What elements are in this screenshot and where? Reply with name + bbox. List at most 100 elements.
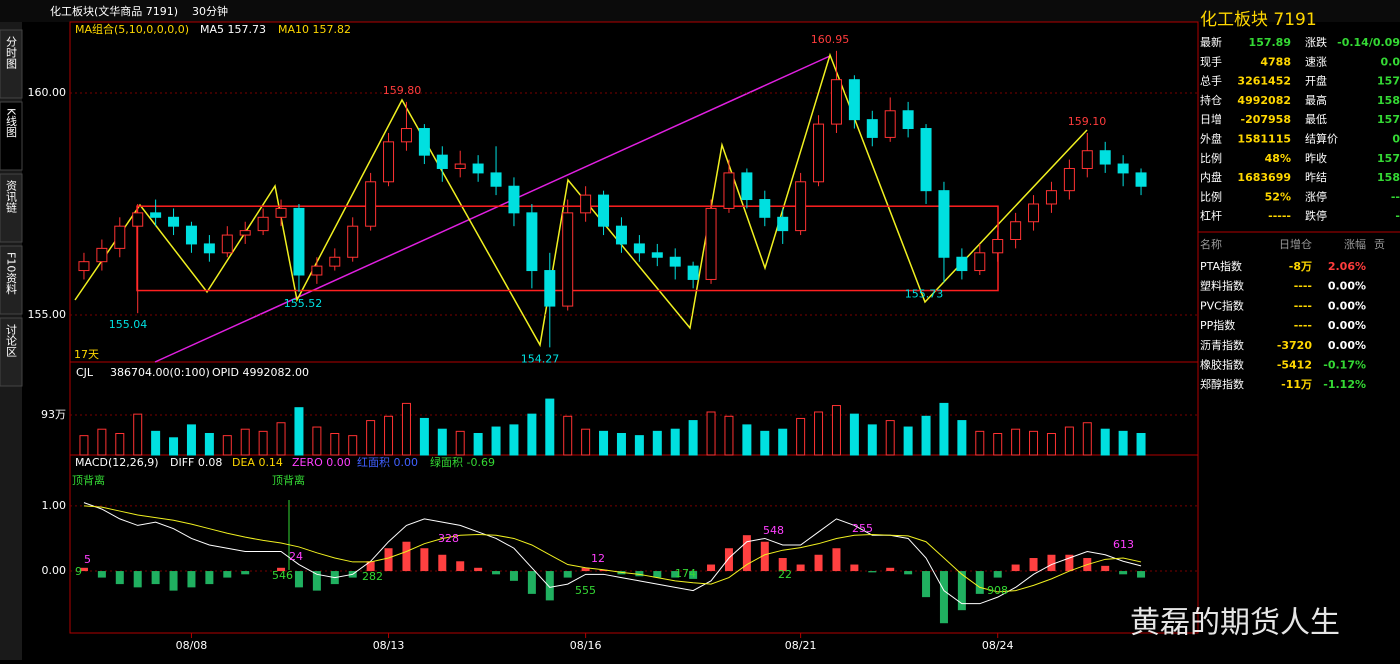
list-cell: -11万 [1281, 378, 1312, 391]
quote-value: 157.89 [1249, 36, 1291, 49]
candle-body [1011, 222, 1021, 240]
list-cell: 0.00% [1328, 299, 1366, 312]
list-header: 名称 [1200, 237, 1222, 251]
list-cell[interactable]: PTA指数 [1200, 259, 1242, 273]
volume-bar [958, 421, 966, 455]
quote-label: 涨跌 [1305, 35, 1327, 49]
extreme-label: 155.52 [284, 297, 323, 310]
list-cell[interactable]: PVC指数 [1200, 298, 1244, 312]
period[interactable]: 30分钟 [192, 4, 228, 18]
volume-bar [994, 433, 1002, 455]
macd-bar [832, 548, 840, 571]
quote-value: ----- [1268, 210, 1291, 223]
volume-bar [1065, 427, 1073, 455]
list-cell[interactable]: PP指数 [1200, 318, 1235, 332]
area-label: 255 [852, 522, 873, 535]
diff: DIFF 0.08 [170, 456, 222, 469]
chart-frame [70, 22, 1198, 633]
list-cell: -3720 [1277, 339, 1313, 352]
window-title[interactable]: 化工板块(文华商品 7191) [50, 4, 178, 18]
quote-value: 3261452 [1237, 75, 1291, 88]
candle-body [957, 257, 967, 270]
volume-bar [725, 416, 733, 455]
macd-bar [492, 571, 500, 574]
extreme-label: 159.10 [1068, 115, 1107, 128]
quote-value: -- [1391, 190, 1400, 203]
macd-bar [510, 571, 518, 581]
area-label: 546 [272, 569, 293, 582]
macd-bar [1047, 555, 1055, 571]
candle-body [384, 142, 394, 182]
candle-body [133, 213, 143, 226]
candle-body [706, 208, 716, 279]
macd-bar [707, 565, 715, 572]
macd-bar [456, 561, 464, 571]
volume-bar [223, 436, 231, 455]
volume-bar [564, 416, 572, 455]
red-area: 红面积 0.00 [357, 456, 418, 469]
list-cell[interactable]: 沥青指数 [1200, 338, 1244, 352]
quote-label: 比例 [1200, 189, 1222, 203]
list-cell[interactable]: 橡胶指数 [1200, 358, 1244, 372]
candle-body [939, 191, 949, 258]
volume-bar [510, 425, 518, 455]
macd-bar [1119, 571, 1127, 574]
volume-bar [134, 414, 142, 455]
volume-bar [761, 431, 769, 455]
opid: OPID 4992082.00 [212, 366, 309, 379]
candle-body [455, 164, 465, 168]
tab-label[interactable]: 分时图 [5, 36, 18, 70]
extreme-label: 159.80 [383, 84, 422, 97]
list-cell: 0.00% [1328, 339, 1366, 352]
y-tick-label: 0.00 [42, 564, 67, 577]
quote-label: 比例 [1200, 151, 1222, 165]
macd-bar [402, 542, 410, 571]
tab-label[interactable]: F10资料 [5, 252, 18, 295]
quote-value: 4788 [1260, 55, 1291, 68]
candle-body [1136, 173, 1146, 186]
tab-label[interactable]: K线图 [5, 108, 18, 138]
volume-bar [797, 418, 805, 455]
list-cell[interactable]: 塑料指数 [1200, 279, 1244, 293]
volume-bar [582, 429, 590, 455]
macd-bar [994, 571, 1002, 578]
volume-bar [367, 421, 375, 455]
quote-value: 1683699 [1237, 171, 1291, 184]
volume-bar [98, 429, 106, 455]
volume-bar [779, 429, 787, 455]
candle-body [509, 186, 519, 213]
candle-body [97, 248, 107, 261]
area-label: 5 [84, 553, 91, 566]
candle-body [204, 244, 214, 253]
candle-body [115, 226, 125, 248]
candle-body [778, 217, 788, 230]
area-label: 22 [778, 568, 792, 581]
list-cell[interactable]: 郑醇指数 [1200, 377, 1244, 391]
candle-body [348, 226, 358, 257]
ma-group: MA组合(5,10,0,0,0,0) [75, 22, 189, 36]
macd-bar [743, 535, 751, 571]
area-label: 9 [75, 565, 82, 578]
quote-label: 昨结 [1305, 171, 1327, 184]
candle-body [527, 213, 537, 271]
volume-bar [1047, 433, 1055, 455]
volume-bar [420, 418, 428, 455]
quote-label: 总手 [1200, 74, 1222, 88]
quote-label: 最新 [1200, 35, 1222, 49]
tab-label[interactable]: 讨论区 [5, 324, 18, 357]
candle-body [151, 213, 161, 217]
quote-value: 4992082 [1237, 94, 1291, 107]
volume-bar [1101, 429, 1109, 455]
candle-body [814, 124, 824, 182]
quote-value: 52% [1265, 190, 1291, 203]
macd-bar [922, 571, 930, 597]
zero: ZERO 0.00 [292, 456, 351, 469]
list-cell: 0.00% [1328, 319, 1366, 332]
quote-label: 跌停 [1305, 209, 1327, 223]
candle-body [921, 129, 931, 191]
volume-bar [868, 425, 876, 455]
candle-body [993, 239, 1003, 252]
area-label: 174 [675, 567, 696, 580]
tab-label[interactable]: 资讯链 [5, 180, 18, 213]
ma5: MA5 157.73 [200, 23, 266, 36]
